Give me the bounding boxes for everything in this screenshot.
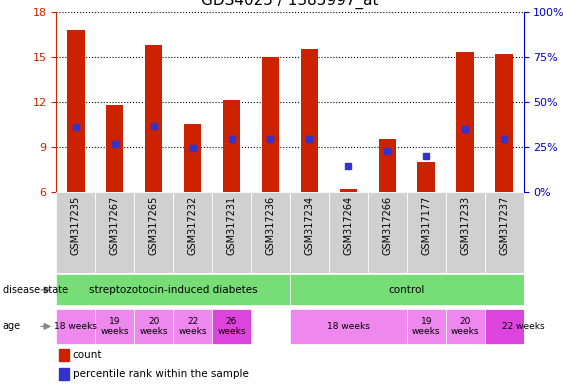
Text: 18 weeks: 18 weeks: [327, 322, 370, 331]
Text: 26
weeks: 26 weeks: [217, 317, 246, 336]
Text: percentile rank within the sample: percentile rank within the sample: [73, 369, 248, 379]
Bar: [301, 49, 318, 192]
Text: GSM317266: GSM317266: [382, 196, 392, 255]
Bar: [223, 100, 240, 192]
Bar: [457, 52, 474, 192]
Text: 22 weeks: 22 weeks: [502, 322, 545, 331]
Bar: [485, 309, 562, 344]
Bar: [212, 309, 251, 344]
Text: 19
weeks: 19 weeks: [100, 317, 129, 336]
Bar: [212, 192, 251, 273]
Text: GSM317267: GSM317267: [110, 196, 120, 255]
Text: count: count: [73, 350, 102, 360]
Bar: [495, 54, 513, 192]
Bar: [59, 368, 69, 380]
Text: GSM317232: GSM317232: [187, 196, 198, 255]
Bar: [95, 192, 134, 273]
Text: disease state: disease state: [3, 285, 68, 295]
Title: GDS4025 / 1385997_at: GDS4025 / 1385997_at: [201, 0, 379, 9]
Bar: [406, 309, 446, 344]
Text: 22
weeks: 22 weeks: [178, 317, 207, 336]
Text: age: age: [3, 321, 21, 331]
Bar: [173, 192, 212, 273]
Bar: [56, 192, 95, 273]
Bar: [145, 45, 162, 192]
Text: streptozotocin-induced diabetes: streptozotocin-induced diabetes: [89, 285, 257, 295]
Bar: [56, 275, 290, 306]
Bar: [485, 192, 524, 273]
Bar: [56, 309, 95, 344]
Bar: [329, 192, 368, 273]
Bar: [446, 192, 485, 273]
Bar: [251, 192, 290, 273]
Text: 18 weeks: 18 weeks: [55, 322, 97, 331]
Text: 20
weeks: 20 weeks: [140, 317, 168, 336]
Text: GSM317264: GSM317264: [343, 196, 354, 255]
Bar: [173, 309, 212, 344]
Bar: [134, 309, 173, 344]
Text: GSM317231: GSM317231: [226, 196, 236, 255]
Bar: [290, 192, 329, 273]
Bar: [106, 105, 123, 192]
Text: GSM317265: GSM317265: [149, 196, 159, 255]
Bar: [95, 309, 134, 344]
Bar: [290, 309, 406, 344]
Bar: [368, 192, 406, 273]
Text: GSM317237: GSM317237: [499, 196, 509, 255]
Bar: [67, 30, 84, 192]
Text: GSM317235: GSM317235: [71, 196, 81, 255]
Text: 19
weeks: 19 weeks: [412, 317, 440, 336]
Text: 20
weeks: 20 weeks: [451, 317, 480, 336]
Bar: [134, 192, 173, 273]
Bar: [262, 56, 279, 192]
Bar: [290, 275, 524, 306]
Bar: [418, 162, 435, 192]
Text: GSM317236: GSM317236: [266, 196, 275, 255]
Text: GSM317234: GSM317234: [305, 196, 314, 255]
Text: control: control: [388, 285, 425, 295]
Text: GSM317177: GSM317177: [421, 196, 431, 255]
Bar: [184, 124, 202, 192]
Bar: [446, 309, 485, 344]
Bar: [378, 139, 396, 192]
Bar: [59, 349, 69, 361]
Bar: [406, 192, 446, 273]
Bar: [339, 189, 357, 192]
Text: GSM317233: GSM317233: [460, 196, 470, 255]
